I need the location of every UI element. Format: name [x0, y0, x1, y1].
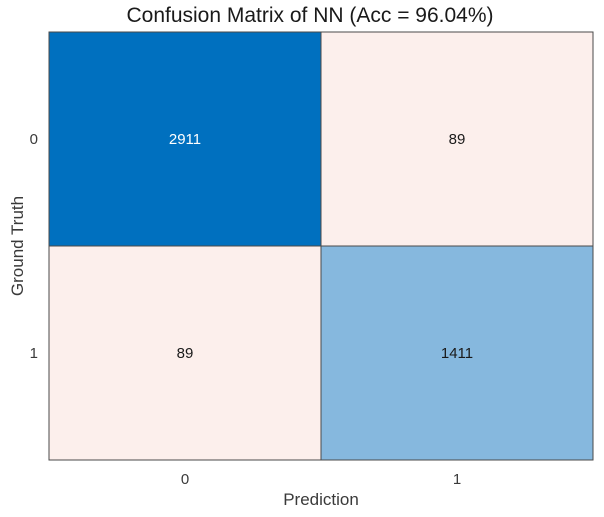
- y-tick-label-1: 1: [30, 345, 38, 362]
- plot-frame: [48, 31, 594, 461]
- heatmap-cell-r1-c0: [48, 245, 322, 461]
- x-axis-label: Prediction: [283, 490, 359, 509]
- y-axis-label: Ground Truth: [8, 196, 27, 296]
- cell-value-r1-c1: 1411: [441, 345, 473, 362]
- heatmap-cells: [48, 31, 594, 461]
- y-tick-label-0: 0: [30, 131, 38, 148]
- heatmap-cell-r0-c0: [48, 31, 322, 247]
- cell-value-r1-c0: 89: [177, 345, 194, 362]
- x-tick-label-0: 0: [181, 471, 189, 488]
- heatmap-cell-labels: 2911 89 89 1411: [169, 131, 473, 362]
- cell-value-r0-c1: 89: [449, 131, 466, 148]
- heatmap-cell-r0-c1: [320, 31, 594, 247]
- chart-title: Confusion Matrix of NN (Acc = 96.04%): [126, 4, 493, 27]
- x-tick-label-1: 1: [453, 471, 461, 488]
- y-axis-ticks: 01: [30, 131, 38, 362]
- heatmap-cell-r1-c1: [320, 245, 594, 461]
- cell-value-r0-c0: 2911: [169, 131, 201, 148]
